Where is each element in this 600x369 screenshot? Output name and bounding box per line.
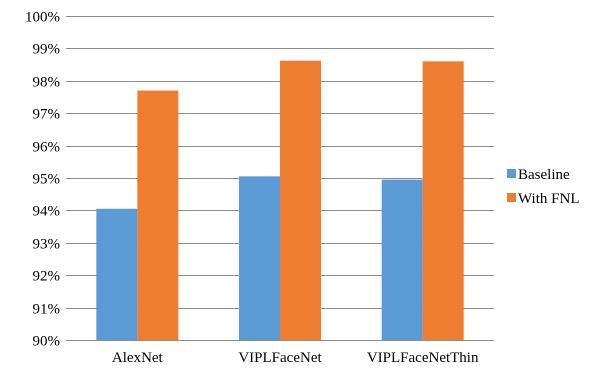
y-tick-label: 99% <box>33 42 61 58</box>
legend-swatch <box>507 169 516 178</box>
bar-baseline-alexnet <box>96 208 138 340</box>
bar-baseline-viplfacenet <box>239 176 280 340</box>
legend: Baseline With FNL <box>507 167 579 207</box>
y-tick-label: 93% <box>33 237 61 253</box>
y-tick-label: 92% <box>33 269 61 285</box>
y-tick-label: 91% <box>33 302 61 318</box>
y-axis-tick-labels: 90% 91% 92% 93% 94% 95% 96% 97% 98% 99% 100% <box>25 10 60 350</box>
x-category-label: VIPLFaceNetThin <box>367 350 479 366</box>
bar-baseline-viplfacenetthin <box>381 179 423 340</box>
bars <box>96 60 464 341</box>
y-tick-label: 97% <box>33 107 61 123</box>
x-category-label: VIPLFaceNet <box>238 350 322 366</box>
y-tick-label: 95% <box>33 172 61 188</box>
y-tick-label: 96% <box>33 140 61 156</box>
bar-with-fnl-viplfacenet <box>280 60 321 340</box>
y-tick-label: 94% <box>33 204 61 220</box>
x-category-label: AlexNet <box>112 350 164 366</box>
bar-with-fnl-alexnet <box>137 90 179 341</box>
bar-with-fnl-viplfacenetthin <box>422 61 464 341</box>
y-tick-label: 90% <box>33 334 61 350</box>
y-tick-label: 98% <box>33 75 61 91</box>
y-tick-label: 100% <box>25 10 60 26</box>
legend-label: With FNL <box>518 191 579 207</box>
legend-swatch <box>507 193 516 202</box>
legend-label: Baseline <box>518 167 570 183</box>
x-axis-category-labels: AlexNet VIPLFaceNet VIPLFaceNetThin <box>112 350 479 366</box>
